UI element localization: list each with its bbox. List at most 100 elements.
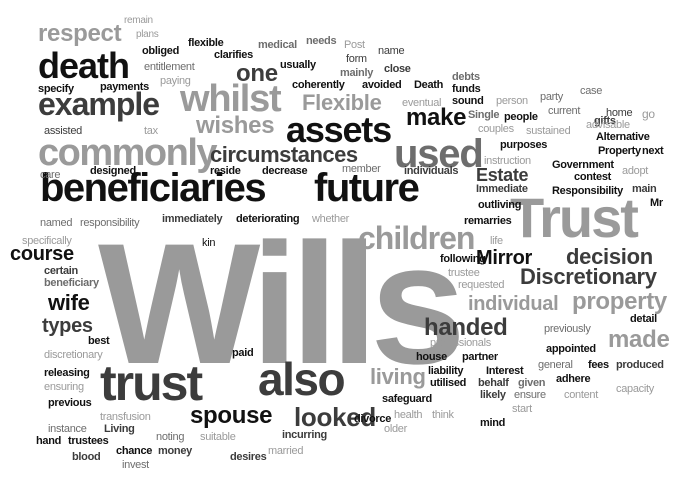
word-death: death	[38, 45, 130, 86]
word-beneficiary: beneficiary	[44, 277, 99, 289]
word-house: house	[416, 351, 447, 363]
word-future: future	[314, 166, 420, 210]
word-desires: desires	[230, 451, 267, 463]
word-following: following	[440, 253, 486, 265]
word-releasing: releasing	[44, 367, 90, 379]
word-course: course	[10, 243, 74, 265]
word-avoided: avoided	[362, 79, 402, 91]
word-whether: whether	[312, 213, 350, 225]
word-chance: chance	[116, 445, 153, 457]
word-decrease: decrease	[262, 165, 308, 177]
word-responsibility: responsibility	[80, 217, 140, 229]
word-ensuring: ensuring	[44, 381, 84, 393]
word-married: married	[268, 445, 304, 457]
word-also: also	[258, 353, 346, 405]
word-medical: medical	[258, 39, 297, 51]
word-life: life	[490, 235, 503, 247]
word-obliged: obliged	[142, 45, 180, 57]
word-appointed: appointed	[546, 343, 596, 355]
word-spouse: spouse	[190, 402, 273, 429]
word-trustee: trustee	[448, 267, 480, 279]
word-partner: partner	[462, 351, 498, 363]
word-outliving: outliving	[478, 199, 522, 211]
word-contest: contest	[574, 171, 612, 183]
word-alternative: Alternative	[596, 131, 650, 143]
word-certain: certain	[44, 265, 78, 277]
word-named: named	[40, 217, 73, 229]
word-flexible: flexible	[188, 37, 224, 49]
word-member: member	[342, 163, 381, 175]
word-flexible-cap: Flexible	[302, 90, 382, 115]
word-handed: handed	[424, 314, 508, 341]
word-children: children	[358, 220, 475, 256]
word-discretionary: discretionary	[44, 349, 103, 361]
word-detail: detail	[630, 313, 657, 325]
word-best: best	[88, 335, 110, 347]
word-mirror: Mirror	[476, 247, 532, 269]
word-safeguard: safeguard	[382, 393, 432, 405]
word-noting: noting	[156, 431, 185, 443]
word-discretionary-cap: Discretionary	[520, 264, 657, 289]
word-wills: Wills	[98, 208, 466, 400]
word-main: main	[632, 183, 657, 195]
word-instruction: instruction	[484, 155, 531, 167]
word-previously: previously	[544, 323, 591, 335]
word-assisted: assisted	[44, 125, 82, 137]
word-trust-cap: Trust	[510, 186, 639, 249]
word-people: people	[504, 111, 538, 123]
word-whilst: whilst	[180, 78, 282, 120]
word-mainly: mainly	[340, 67, 374, 79]
word-suitable: suitable	[200, 431, 236, 443]
word-professionals: professionals	[430, 337, 491, 349]
word-party: party	[540, 91, 563, 103]
word-example: example	[38, 86, 160, 122]
word-interest: Interest	[486, 365, 524, 377]
word-purposes: purposes	[500, 139, 548, 151]
word-trust: trust	[100, 355, 203, 411]
word-divorce: divorce	[354, 413, 392, 425]
word-property-cap: Property	[598, 145, 641, 157]
word-individual: individual	[468, 293, 559, 315]
word-start: start	[512, 403, 532, 415]
word-previous: previous	[48, 397, 92, 409]
word-adhere: adhere	[556, 373, 591, 385]
word-living: living	[370, 364, 426, 389]
word-individuals: individuals	[404, 165, 459, 177]
word-wife: wife	[48, 290, 90, 315]
word-government: Government	[552, 159, 614, 171]
word-mr: Mr	[650, 197, 663, 209]
word-close: close	[384, 63, 411, 75]
word-immediately: immediately	[162, 213, 223, 225]
word-given: given	[518, 377, 546, 389]
word-estate: Estate	[476, 165, 529, 185]
word-beneficiaries: beneficiaries	[40, 166, 267, 210]
word-needs: needs	[306, 35, 337, 47]
word-name: name	[378, 45, 405, 57]
word-go: go	[642, 107, 655, 121]
word-think: think	[432, 409, 454, 421]
word-adopt: adopt	[622, 165, 649, 177]
word-transfusion: transfusion	[100, 411, 151, 423]
word-single: Single	[468, 109, 500, 121]
word-specifically: specifically	[22, 235, 72, 247]
word-instance: instance	[48, 423, 87, 435]
word-plans: plans	[136, 29, 159, 40]
word-liability: liability	[428, 365, 464, 377]
word-capacity: capacity	[616, 383, 654, 395]
word-deteriorating: deteriorating	[236, 213, 300, 225]
word-living-cap: Living	[104, 423, 135, 435]
word-designed: designed	[90, 165, 136, 177]
word-usually: usually	[280, 59, 316, 71]
word-money: money	[158, 445, 192, 457]
word-made: made	[608, 326, 670, 353]
word-blood: blood	[72, 451, 101, 463]
word-types: types	[42, 315, 93, 337]
word-advisable: advisable	[586, 119, 630, 131]
word-circumstances: circumstances	[210, 142, 358, 167]
word-specify: specify	[38, 83, 74, 95]
word-clarifies: clarifies	[214, 49, 253, 61]
word-sustained: sustained	[526, 125, 571, 137]
word-mind: mind	[480, 417, 506, 429]
word-remarries: remarries	[464, 215, 512, 227]
